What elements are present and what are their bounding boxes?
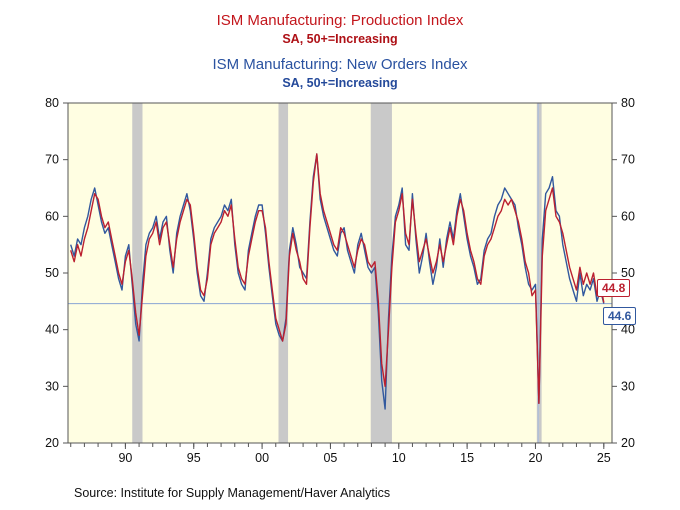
y-axis-label-left: 70: [45, 153, 59, 167]
recession-band: [278, 103, 289, 443]
x-axis-label: 20: [529, 451, 543, 465]
x-axis-label: 25: [597, 451, 611, 465]
y-axis-label-right: 30: [621, 379, 635, 393]
new-orders-series-line: [70, 153, 605, 410]
line-chart-canvas: 20 20 30 30 40 40 50 50 60 60 70 70 80 80 90 95 00 05 10 15…: [45, 96, 635, 465]
y-axis-label-left: 40: [45, 323, 59, 337]
y-axis-label-left: 80: [45, 96, 59, 110]
x-axis-label: 05: [323, 451, 337, 465]
production-title: ISM Manufacturing: Production Index: [216, 12, 464, 29]
x-axis-label: 90: [118, 451, 132, 465]
y-axis-label-left: 20: [45, 436, 59, 450]
production-series-line: [70, 153, 605, 404]
plot-area: [68, 103, 612, 443]
production-last-value-label: 44.8: [597, 279, 631, 298]
y-axis-label-right: 20: [621, 436, 635, 450]
y-axis-label-right: 50: [621, 266, 635, 280]
new-orders-last-value-label: 44.6: [603, 307, 637, 326]
x-axis-label: 15: [460, 451, 474, 465]
recession-band: [536, 103, 542, 443]
new-orders-title: ISM Manufacturing: New Orders Index: [212, 55, 468, 73]
chart-title-block: ISM Manufacturing: Production Index SA, …: [0, 10, 680, 92]
y-axis-label-right: 60: [621, 209, 635, 223]
recession-band: [370, 103, 392, 443]
x-axis-label: 00: [255, 451, 269, 465]
y-axis-label-left: 60: [45, 209, 59, 223]
new-orders-subtitle: SA, 50+=Increasing: [282, 75, 398, 90]
recession-band: [132, 103, 143, 443]
x-axis-label: 10: [392, 451, 406, 465]
production-subtitle: SA, 50+=Increasing: [282, 32, 398, 46]
source-note: Source: Institute for Supply Management/…: [74, 486, 391, 500]
y-axis-label-right: 80: [621, 96, 635, 110]
y-axis-label-right: 70: [621, 153, 635, 167]
y-axis-label-right: 40: [621, 323, 635, 337]
y-axis-label-left: 50: [45, 266, 59, 280]
y-axis-label-left: 30: [45, 379, 59, 393]
x-axis-label: 95: [187, 451, 201, 465]
